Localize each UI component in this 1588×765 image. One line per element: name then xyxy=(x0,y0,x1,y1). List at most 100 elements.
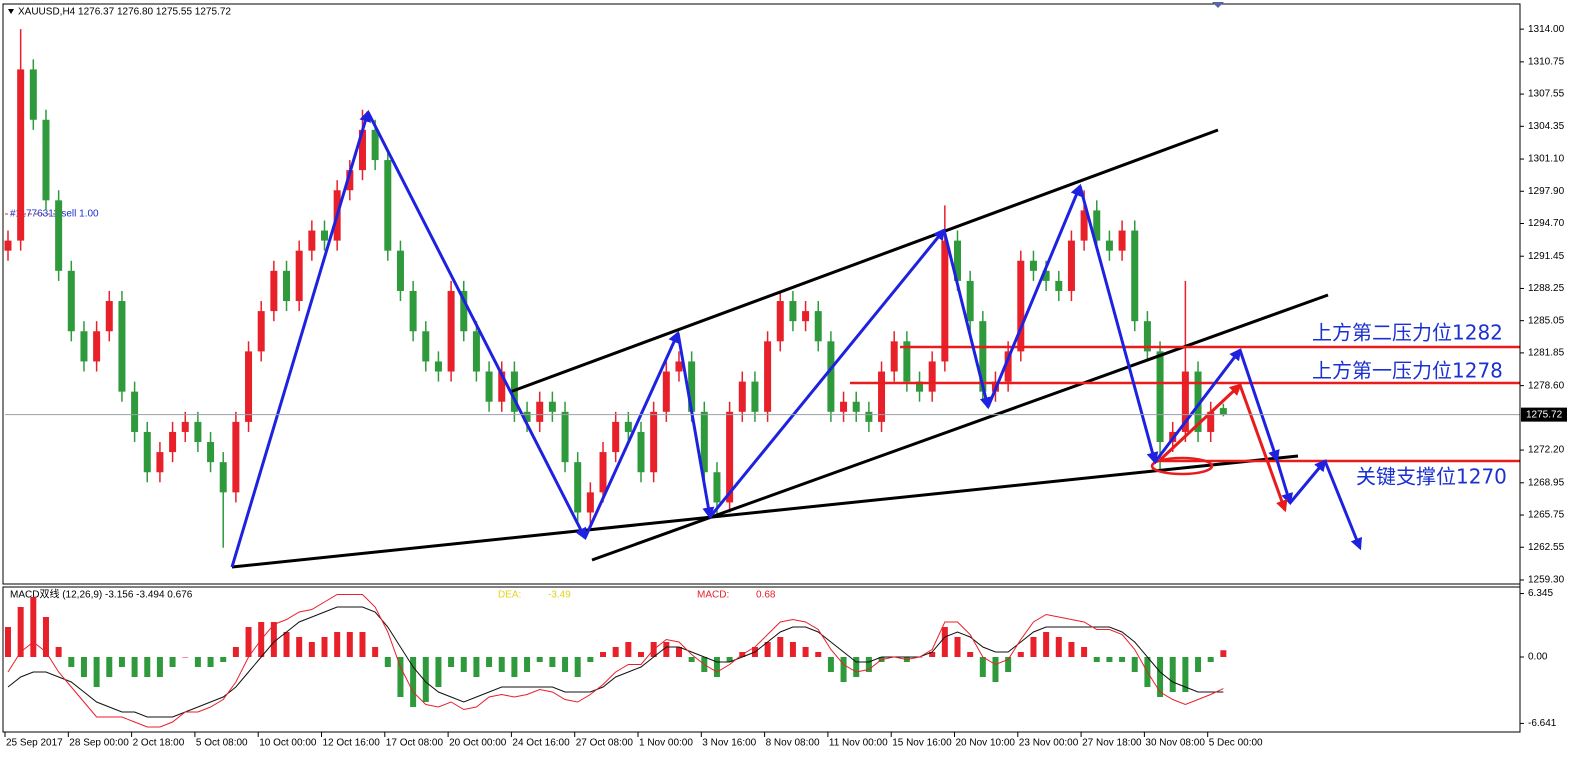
macd-bar xyxy=(473,657,480,677)
y-tick-label: 1314.00 xyxy=(1528,24,1565,35)
macd-bar xyxy=(460,657,467,672)
macd-bar xyxy=(941,627,948,657)
macd-bar xyxy=(296,637,303,657)
arrow xyxy=(1153,348,1242,463)
macd-bar xyxy=(675,647,682,657)
candle-body xyxy=(1131,230,1139,322)
candle-body xyxy=(890,341,898,372)
candle-body xyxy=(460,290,468,332)
macd-bar xyxy=(1207,657,1214,662)
macd-bar xyxy=(1182,657,1189,692)
macd-bar xyxy=(118,657,125,667)
trend-lines xyxy=(231,128,1329,569)
macd-bar xyxy=(562,657,569,672)
macd-bar xyxy=(815,652,822,657)
candle-body xyxy=(536,401,544,422)
candle-body xyxy=(1042,270,1050,281)
macd-bar xyxy=(1068,642,1075,657)
macd-bar xyxy=(1081,647,1088,657)
y-tick-label: 1294.70 xyxy=(1528,218,1565,229)
candle-body xyxy=(29,69,37,120)
candle-body xyxy=(409,290,417,332)
candle-body xyxy=(624,421,632,432)
x-tick-label: 25 Sep 2017 xyxy=(6,738,63,749)
macd-bar xyxy=(802,647,809,657)
x-tick-label: 2 Oct 18:00 xyxy=(133,738,185,749)
macd-bar xyxy=(448,657,455,667)
macd-bar xyxy=(1195,657,1202,672)
x-tick-label: 27 Nov 18:00 xyxy=(1082,738,1142,749)
candle-body xyxy=(219,462,227,493)
candle-body xyxy=(4,240,12,251)
macd-bar xyxy=(1005,657,1012,672)
candle-body xyxy=(1156,351,1164,443)
y-tick-label: 1272.20 xyxy=(1528,445,1565,456)
macd-bar xyxy=(144,657,151,677)
macd-bar xyxy=(929,652,936,657)
macd-bar xyxy=(384,657,391,667)
candle-body xyxy=(662,371,670,412)
arrow xyxy=(1323,460,1362,551)
x-tick-label: 27 Oct 08:00 xyxy=(576,738,634,749)
candle-body xyxy=(548,401,556,412)
candle-body xyxy=(814,311,822,342)
shift-marker xyxy=(1212,2,1224,8)
macd-bar xyxy=(422,657,429,702)
y-tick-label: 1297.90 xyxy=(1528,186,1565,197)
candle-body xyxy=(966,280,974,322)
candles xyxy=(4,29,1227,548)
candle-body xyxy=(789,301,797,322)
arrow xyxy=(676,332,715,520)
x-tick-label: 20 Oct 00:00 xyxy=(449,738,507,749)
candle-body xyxy=(396,250,404,291)
candle-body xyxy=(308,230,316,251)
levels xyxy=(850,345,1520,476)
macd-bar xyxy=(156,657,163,677)
channel-lower xyxy=(591,293,1329,562)
macd-bar xyxy=(93,657,100,687)
candle-body xyxy=(371,129,379,161)
y-tick-label: 1291.45 xyxy=(1528,251,1565,262)
macd-bar xyxy=(194,657,201,667)
candle-body xyxy=(979,321,987,392)
y-tick-label: 1281.85 xyxy=(1528,348,1565,359)
macd-bar xyxy=(1119,657,1126,662)
candle-body xyxy=(1181,371,1189,432)
candle-body xyxy=(245,351,253,422)
y-tick-label: 1310.75 xyxy=(1528,57,1565,68)
macd-bar xyxy=(840,657,847,682)
macd-bar xyxy=(1220,650,1227,657)
macd-bar xyxy=(663,642,670,657)
macd-bar xyxy=(1131,657,1138,672)
candle-body xyxy=(295,250,303,302)
dea-label: DEA: xyxy=(498,590,521,601)
annotation: 上方第一压力位1278 xyxy=(1312,359,1503,383)
candle-body xyxy=(1017,260,1025,352)
candle-body xyxy=(118,301,126,392)
candle-body xyxy=(599,452,607,493)
candle-body xyxy=(358,129,366,171)
macd-bar xyxy=(270,622,277,657)
macd-bar xyxy=(106,657,113,677)
y-tick-label: 1288.25 xyxy=(1528,283,1565,294)
candle-body xyxy=(574,462,582,513)
candle-body xyxy=(840,401,848,412)
last-price-box xyxy=(1521,407,1567,422)
macd-bar xyxy=(954,637,961,657)
arrow xyxy=(942,229,992,410)
candle-body xyxy=(1080,210,1088,241)
x-tick-label: 30 Nov 08:00 xyxy=(1145,738,1205,749)
candle-body xyxy=(42,119,50,201)
macd-bar xyxy=(511,657,518,677)
x-tick-label: 17 Oct 08:00 xyxy=(386,738,444,749)
candle-body xyxy=(498,371,506,402)
arrow xyxy=(1288,459,1327,504)
macd-bar xyxy=(1055,637,1062,657)
arrow xyxy=(1078,185,1159,465)
macd-bar xyxy=(68,657,75,667)
candle-body xyxy=(561,411,569,463)
y-tick-label: 1265.75 xyxy=(1528,510,1565,521)
macd-bar xyxy=(524,657,531,672)
candle-body xyxy=(283,270,291,302)
arrow xyxy=(708,228,946,518)
